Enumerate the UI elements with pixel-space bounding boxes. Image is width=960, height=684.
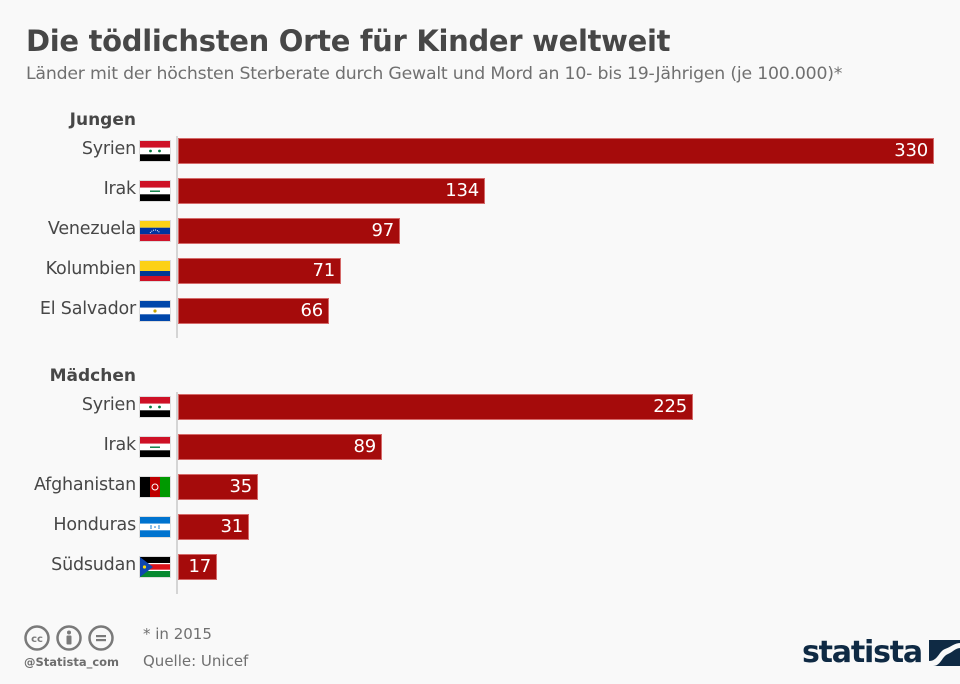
flag-venezuela-icon — [140, 221, 170, 241]
flag-syria-icon — [140, 397, 170, 417]
category-label: Syrien — [81, 395, 136, 415]
bar: 31 — [178, 514, 249, 540]
flag-south-sudan-icon — [140, 557, 170, 577]
flag-afghanistan-icon — [140, 477, 170, 497]
bar: 66 — [178, 298, 329, 324]
category-label: El Salvador — [39, 299, 136, 319]
bar: 330 — [178, 138, 934, 164]
category-label: Afghanistan — [34, 475, 136, 495]
flag-iraq-icon — [140, 181, 170, 201]
bar: 17 — [178, 554, 217, 580]
axis-line — [176, 392, 178, 594]
category-label: Syrien — [81, 139, 136, 159]
flag-el-salvador-icon — [140, 301, 170, 321]
statista-logo-icon — [928, 640, 960, 666]
statista-handle: @Statista_com — [24, 655, 120, 669]
bar-value-label: 17 — [188, 556, 211, 577]
bar: 35 — [178, 474, 258, 500]
svg-text:cc: cc — [31, 634, 43, 645]
axis-line — [176, 136, 178, 338]
source-note: Quelle: Unicef — [143, 652, 249, 670]
category-label: Irak — [103, 179, 137, 199]
bar: 134 — [178, 178, 485, 204]
category-label: Kolumbien — [45, 259, 137, 279]
bar: 71 — [178, 258, 341, 284]
by-attribution-icon — [56, 625, 82, 651]
category-label: Honduras — [53, 515, 136, 535]
bar-value-label: 71 — [312, 260, 335, 281]
bar: 89 — [178, 434, 382, 460]
nd-noderivs-icon — [88, 625, 114, 651]
statista-logo[interactable]: statista — [802, 638, 960, 668]
group-label-jungen: Jungen — [69, 110, 136, 130]
flag-colombia-icon — [140, 261, 170, 281]
bar-value-label: 97 — [371, 220, 394, 241]
bar-value-label: 330 — [894, 140, 928, 161]
flag-syria-icon — [140, 141, 170, 161]
category-label: Venezuela — [47, 219, 136, 239]
flag-honduras-icon — [140, 517, 170, 537]
bar: 225 — [178, 394, 693, 420]
bar: 97 — [178, 218, 400, 244]
footnote: * in 2015 — [143, 625, 212, 643]
bar-value-label: 89 — [353, 436, 376, 457]
bar-value-label: 31 — [220, 516, 243, 537]
bar-value-label: 134 — [445, 180, 479, 201]
chart-subtitle: Länder mit der höchsten Sterberate durch… — [26, 64, 843, 84]
chart-title: Die tödlichsten Orte für Kinder weltweit — [26, 24, 671, 58]
category-label: Irak — [103, 435, 137, 455]
bar-value-label: 66 — [300, 300, 323, 321]
statista-logo-text: statista — [802, 635, 923, 670]
license-icons: cc — [24, 625, 114, 651]
cc-icon: cc — [24, 625, 50, 651]
flag-iraq-icon — [140, 437, 170, 457]
group-label-maedchen: Mädchen — [49, 366, 136, 386]
bar-value-label: 35 — [229, 476, 252, 497]
category-label: Südsudan — [51, 555, 136, 575]
bar-value-label: 225 — [653, 396, 687, 417]
